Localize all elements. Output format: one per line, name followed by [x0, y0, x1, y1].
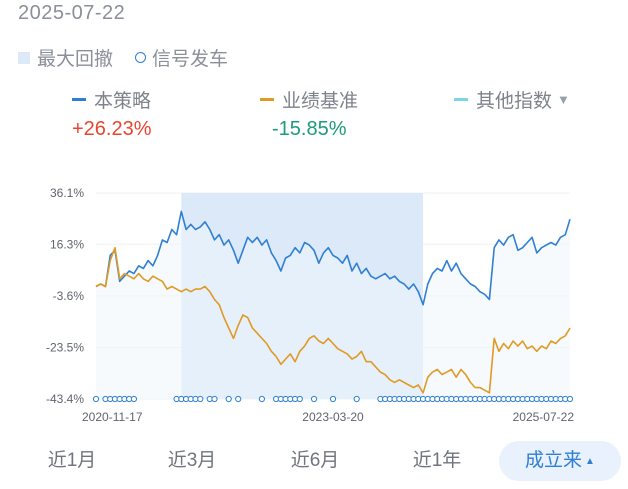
strategy-return: +26.23%	[72, 118, 152, 140]
drawdown-legend-swatch	[18, 51, 30, 64]
strategy-area-fill	[96, 211, 570, 399]
legend-strategy[interactable]: 本策略	[72, 86, 151, 113]
tab-1-year[interactable]: 近1年	[412, 450, 462, 471]
legend-other-index[interactable]: 其他指数 ▼	[454, 86, 570, 113]
x-axis: 2020-11-17 2023-03-20 2025-07-22	[82, 410, 574, 424]
series-legend: 本策略 业绩基准 其他指数 ▼	[72, 86, 582, 116]
y-axis: 36.1% 16.3% -3.6% -23.5% -43.4%	[46, 186, 84, 406]
benchmark-swatch	[260, 98, 274, 101]
tab-6-months[interactable]: 近6月	[290, 450, 340, 471]
signal-markers	[92, 395, 574, 403]
tab-since-inception[interactable]: 成立来 ▲	[499, 441, 621, 481]
signal-marker	[258, 395, 265, 403]
signal-marker	[310, 395, 318, 403]
performance-chart[interactable]: 36.1%16.3%-3.6%-23.5%-43.4% 2020-11-17 20…	[0, 175, 628, 431]
signal-marker	[329, 395, 337, 403]
header-date: 2025-07-22	[18, 2, 126, 24]
tab-since-inception-label: 成立来	[525, 450, 583, 471]
y-tick-label: 36.1%	[50, 186, 84, 200]
benchmark-line	[95, 246, 571, 394]
x-tick-label: 2023-03-20	[302, 410, 364, 424]
signal-marker	[225, 395, 232, 403]
series-lines	[95, 210, 571, 394]
benchmark-return: -15.85%	[272, 118, 347, 140]
period-tabs: 近1月 近3月 近6月 近1年 成立来 ▲	[0, 441, 628, 481]
strategy-area	[96, 211, 570, 399]
y-tick-label: -23.5%	[46, 340, 84, 354]
legend-benchmark[interactable]: 业绩基准	[260, 86, 358, 113]
signal-legend-icon	[135, 52, 147, 63]
signal-marker	[197, 395, 204, 403]
x-tick-label: 2025-07-22	[513, 410, 575, 424]
signal-marker	[211, 395, 218, 403]
tab-1-month[interactable]: 近1月	[47, 450, 97, 471]
signal-marker	[92, 395, 100, 403]
tab-3-months[interactable]: 近3月	[167, 450, 217, 471]
signal-legend-label[interactable]: 信号发车	[152, 49, 229, 70]
x-tick-label: 2020-11-17	[82, 410, 143, 424]
y-tick-label: -43.4%	[46, 392, 84, 406]
y-tick-label: 16.3%	[50, 237, 84, 251]
dropdown-caret-icon[interactable]: ▼	[557, 92, 570, 107]
strategy-line	[95, 210, 571, 306]
signal-marker	[130, 395, 138, 403]
signal-marker	[353, 395, 360, 403]
legend-benchmark-label: 业绩基准	[282, 91, 359, 112]
strategy-swatch	[72, 98, 86, 101]
other-index-swatch	[454, 98, 468, 101]
signal-marker	[235, 395, 242, 403]
returns-row: +26.23% -15.85%	[72, 118, 572, 148]
legend-other-index-label: 其他指数	[476, 91, 553, 112]
y-tick-label: -3.6%	[53, 289, 85, 303]
sort-up-icon: ▲	[585, 456, 595, 467]
signal-marker	[296, 395, 303, 403]
legend-top: 最大回撤 信号发车	[18, 44, 228, 71]
drawdown-legend-label[interactable]: 最大回撤	[37, 49, 114, 70]
legend-strategy-label: 本策略	[94, 91, 152, 112]
signal-marker	[566, 395, 574, 403]
